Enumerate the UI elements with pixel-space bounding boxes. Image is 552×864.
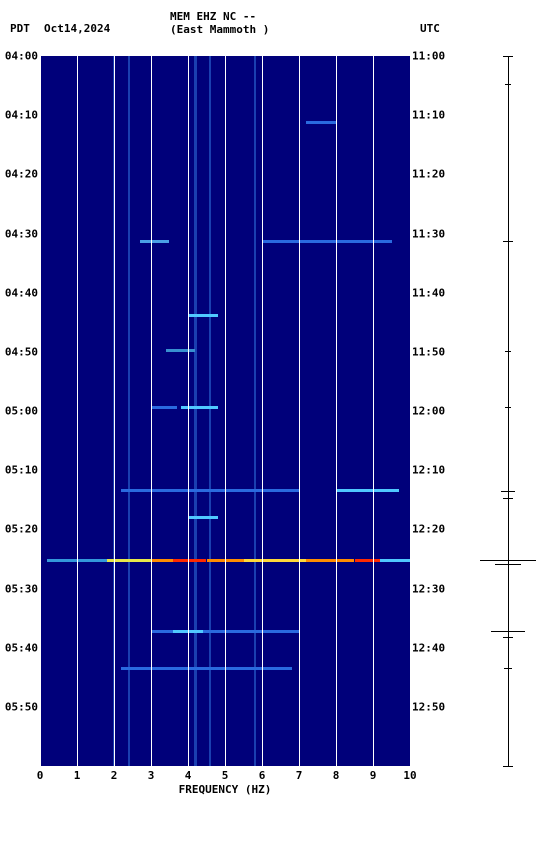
gridline: [373, 56, 374, 766]
noise-column: [128, 56, 130, 766]
y-tick-right: 11:00: [412, 50, 452, 63]
gridline: [40, 56, 41, 766]
y-tick-left: 05:30: [0, 582, 38, 595]
event-segment: [140, 240, 170, 243]
amp-pulse: [503, 637, 513, 638]
x-tick: 9: [370, 769, 377, 782]
amp-pulse: [505, 84, 511, 85]
x-tick: 10: [403, 769, 416, 782]
gridline: [410, 56, 411, 766]
tz-right-label: UTC: [420, 22, 440, 35]
y-tick-left: 04:20: [0, 168, 38, 181]
event-segment: [306, 559, 354, 562]
x-tick: 5: [222, 769, 229, 782]
noise-column: [254, 56, 256, 766]
amp-pulse: [503, 241, 513, 242]
event-segment: [306, 121, 336, 124]
y-tick-left: 05:50: [0, 700, 38, 713]
event-segment: [166, 349, 196, 352]
x-tick: 3: [148, 769, 155, 782]
y-tick-left: 04:50: [0, 345, 38, 358]
y-tick-right: 12:40: [412, 641, 452, 654]
y-tick-right: 12:00: [412, 405, 452, 418]
event-segment: [336, 489, 399, 492]
y-tick-right: 12:50: [412, 700, 452, 713]
event-segment: [380, 559, 410, 562]
amp-pulse: [505, 351, 511, 352]
x-tick: 4: [185, 769, 192, 782]
amp-pulse: [504, 668, 512, 669]
gridline: [151, 56, 152, 766]
event-segment: [244, 559, 307, 562]
amp-pulse: [503, 498, 513, 499]
y-tick-left: 05:20: [0, 523, 38, 536]
noise-column: [209, 56, 211, 766]
event-segment: [188, 516, 218, 519]
event-segment: [151, 406, 177, 409]
y-tick-left: 04:00: [0, 50, 38, 63]
x-tick: 2: [111, 769, 118, 782]
amp-tick-bottom: [503, 766, 513, 767]
y-tick-right: 12:30: [412, 582, 452, 595]
amplitude-strip: [478, 56, 538, 766]
gridline: [188, 56, 189, 766]
y-tick-right: 12:20: [412, 523, 452, 536]
amp-pulse: [501, 491, 515, 492]
gridline: [77, 56, 78, 766]
date-label: Oct14,2024: [44, 22, 110, 35]
y-tick-left: 05:40: [0, 641, 38, 654]
event-segment: [121, 667, 291, 670]
x-tick: 6: [259, 769, 266, 782]
y-tick-left: 05:10: [0, 464, 38, 477]
y-tick-right: 11:50: [412, 345, 452, 358]
amp-pulse: [491, 631, 525, 632]
x-axis-label: FREQUENCY (HZ): [179, 783, 272, 796]
x-tick: 7: [296, 769, 303, 782]
gridline: [262, 56, 263, 766]
y-tick-right: 11:20: [412, 168, 452, 181]
x-tick: 8: [333, 769, 340, 782]
station-line2: (East Mammoth ): [170, 23, 269, 36]
event-segment: [188, 314, 218, 317]
y-tick-right: 11:30: [412, 227, 452, 240]
y-tick-right: 11:40: [412, 286, 452, 299]
event-segment: [173, 559, 206, 562]
event-segment: [151, 559, 173, 562]
gridline: [336, 56, 337, 766]
y-tick-right: 11:10: [412, 109, 452, 122]
header: PDT Oct14,2024 MEM EHZ NC -- (East Mammo…: [0, 8, 552, 48]
amp-pulse: [495, 564, 521, 565]
y-tick-left: 05:00: [0, 405, 38, 418]
noise-column: [194, 56, 197, 766]
station-line1: MEM EHZ NC --: [170, 10, 256, 23]
y-tick-right: 12:10: [412, 464, 452, 477]
event-segment: [181, 406, 218, 409]
amp-pulse: [505, 407, 511, 408]
y-tick-left: 04:30: [0, 227, 38, 240]
amp-tick-top: [503, 56, 513, 57]
amplitude-baseline: [508, 56, 509, 766]
gridline: [299, 56, 300, 766]
gridline: [225, 56, 226, 766]
gridline: [114, 56, 115, 766]
event-segment: [121, 489, 299, 492]
spectrogram-plot: FREQUENCY (HZ) 01234567891004:0004:1004:…: [40, 56, 410, 766]
x-tick: 0: [37, 769, 44, 782]
y-tick-left: 04:10: [0, 109, 38, 122]
amp-pulse: [480, 560, 536, 561]
x-tick: 1: [74, 769, 81, 782]
tz-left-label: PDT: [10, 22, 30, 35]
y-tick-left: 04:40: [0, 286, 38, 299]
event-segment: [355, 559, 381, 562]
